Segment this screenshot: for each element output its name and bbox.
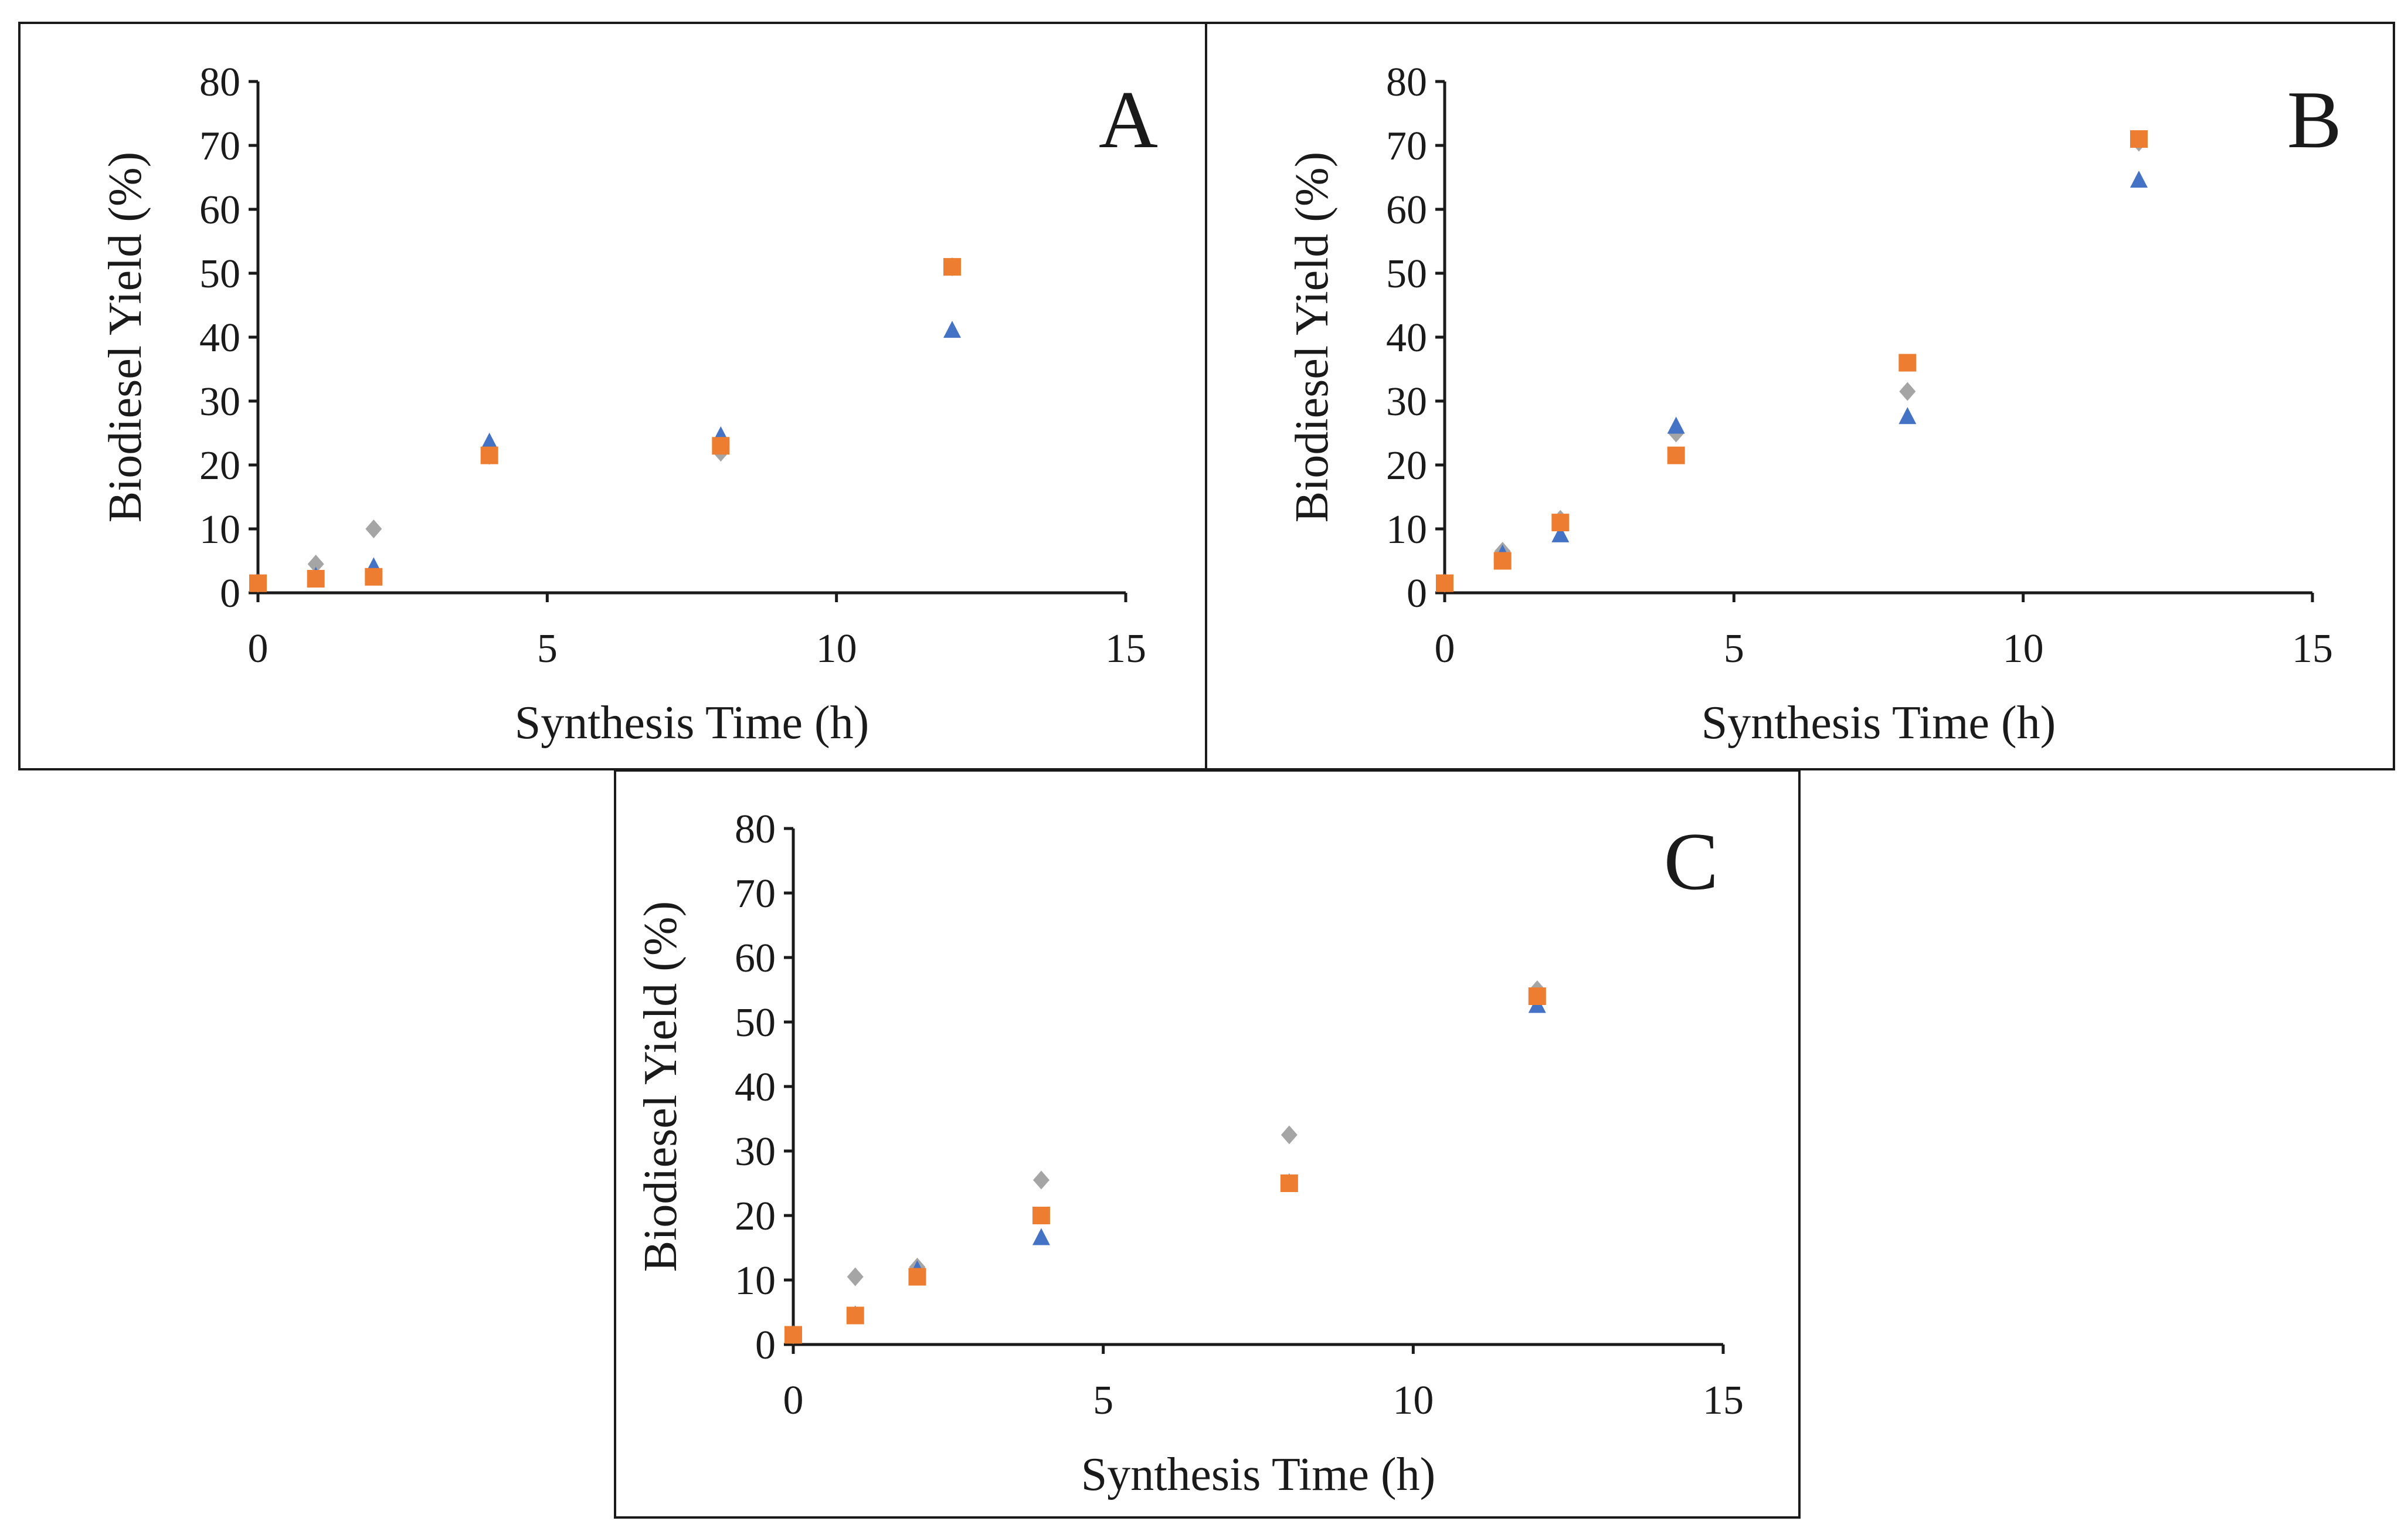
x-tick-label: 10: [816, 626, 857, 671]
y-tick-label: 0: [1407, 571, 1427, 616]
y-tick-label: 50: [735, 1000, 776, 1045]
data-point-series-orange: [1032, 1207, 1050, 1224]
x-tick-label: 15: [2292, 626, 2333, 671]
y-tick-label: 30: [735, 1129, 776, 1174]
y-tick-label: 10: [735, 1258, 776, 1303]
data-point-series-orange: [846, 1306, 864, 1325]
y-tick-label: 0: [220, 571, 240, 616]
panel-letter: C: [1664, 816, 1718, 907]
y-tick-label: 30: [1386, 379, 1427, 425]
data-point-series-orange: [2130, 130, 2148, 148]
data-point-series-blue: [1667, 416, 1685, 434]
x-axis-title: Synthesis Time (h): [1701, 697, 2056, 749]
y-axis-title: Biodiesel Yield (%): [1286, 152, 1338, 522]
x-tick-label: 0: [783, 1378, 804, 1423]
y-tick-label: 40: [1386, 315, 1427, 361]
chart-panel-c: 0 10 20 30 40 50 60 70 80 0 5 10 15 Synthesis Time (h…: [614, 769, 1801, 1519]
y-tick-label: 10: [199, 507, 240, 552]
x-tick-label: 5: [537, 626, 558, 671]
data-point-series-orange: [307, 570, 325, 588]
panel-letter: B: [2287, 74, 2342, 165]
scatter-plot-b: 0 10 20 30 40 50 60 70 80 0 5 10 15 Synthesis Time (h…: [1286, 60, 2342, 749]
data-point-series-gray: [307, 554, 324, 573]
y-axis-title: Biodiesel Yield (%): [100, 152, 151, 522]
data-point-series-gray: [1899, 382, 1916, 401]
y-tick-label: 60: [1386, 188, 1427, 233]
data-point-series-orange: [1551, 514, 1570, 532]
data-point-series-gray: [1033, 1170, 1050, 1190]
x-axis-title: Synthesis Time (h): [1081, 1449, 1436, 1500]
chart-panel-b: 0 10 20 30 40 50 60 70 80 0 5 10 15 Synthesis Time (h…: [1205, 22, 2395, 770]
y-tick-label: 50: [1386, 252, 1427, 297]
data-point-series-orange: [1898, 354, 1917, 372]
data-point-series-orange: [908, 1268, 926, 1286]
x-tick-label: 10: [2003, 626, 2044, 671]
x-tick-label: 10: [1393, 1378, 1434, 1423]
y-tick-label: 60: [735, 936, 776, 981]
data-point-series-gray: [365, 520, 382, 538]
data-point-series-orange: [1493, 552, 1512, 570]
y-tick-label: 70: [1386, 124, 1427, 169]
data-point-series-orange: [249, 574, 267, 592]
x-tick-label: 0: [1435, 626, 1455, 671]
data-point-series-blue: [943, 321, 961, 338]
data-point-series-orange: [943, 258, 961, 276]
y-tick-label: 20: [735, 1194, 776, 1239]
data-point-series-orange: [784, 1326, 802, 1344]
y-tick-label: 40: [199, 315, 240, 361]
panel-letter: A: [1099, 74, 1158, 165]
data-point-series-orange: [365, 568, 383, 586]
data-point-series-orange: [1436, 574, 1453, 592]
y-tick-label: 70: [199, 124, 240, 169]
y-tick-label: 20: [1386, 443, 1427, 488]
data-point-series-orange: [480, 446, 498, 464]
scatter-plot-c: 0 10 20 30 40 50 60 70 80 0 5 10 15 Synthesis Time (h…: [635, 807, 1744, 1500]
y-tick-label: 40: [735, 1065, 776, 1110]
data-point-series-blue: [1551, 525, 1570, 542]
data-point-series-blue: [1032, 1228, 1050, 1245]
chart-panel-a: 0 10 20 30 40 50 60 70 80 0 5 10 15 Synthesis Time (h…: [18, 22, 1207, 770]
x-tick-label: 5: [1093, 1378, 1113, 1423]
scatter-plot-a: 0 10 20 30 40 50 60 70 80 0 5 10 15 Synthesis Time (h…: [100, 60, 1158, 749]
y-tick-label: 30: [199, 379, 240, 425]
data-point-series-blue: [1898, 407, 1917, 425]
data-point-series-blue: [2130, 170, 2148, 188]
y-tick-label: 10: [1386, 507, 1427, 552]
y-tick-label: 80: [199, 60, 240, 105]
x-tick-label: 0: [248, 626, 269, 671]
y-tick-label: 80: [735, 807, 776, 852]
data-point-series-blue: [480, 432, 498, 450]
y-tick-label: 80: [1386, 60, 1427, 105]
data-point-series-gray: [847, 1267, 864, 1286]
data-point-series-orange: [1667, 446, 1685, 464]
y-axis-title: Biodiesel Yield (%): [635, 901, 687, 1272]
y-tick-label: 0: [755, 1323, 776, 1368]
y-tick-label: 50: [199, 252, 240, 297]
x-tick-label: 15: [1105, 626, 1146, 671]
x-tick-label: 5: [1724, 626, 1744, 671]
x-axis-title: Synthesis Time (h): [515, 697, 870, 749]
data-point-series-gray: [1281, 1125, 1298, 1145]
data-point-series-orange: [712, 437, 730, 455]
data-point-series-orange: [1280, 1174, 1298, 1192]
y-tick-label: 70: [735, 871, 776, 916]
y-tick-label: 60: [199, 188, 240, 233]
x-tick-label: 15: [1703, 1378, 1744, 1423]
y-tick-label: 20: [199, 443, 240, 488]
data-point-series-orange: [1528, 987, 1546, 1005]
